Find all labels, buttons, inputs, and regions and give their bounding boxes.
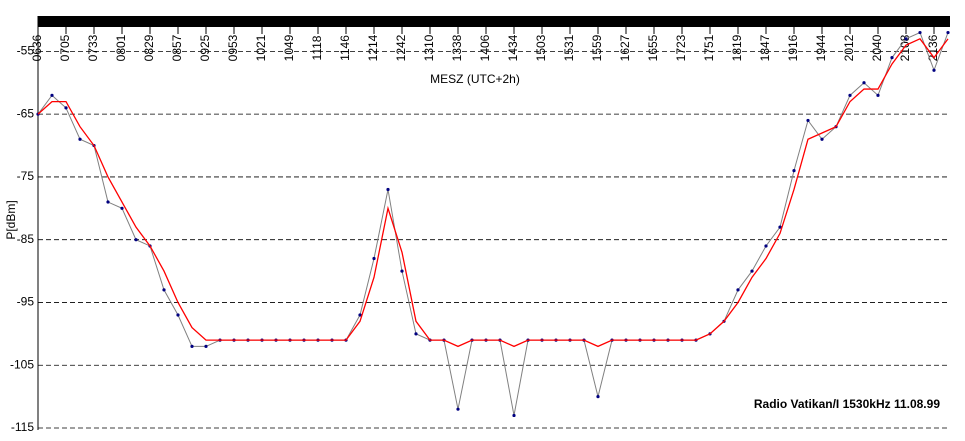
point: [820, 137, 824, 141]
series-line: [37, 31, 949, 416]
point: [932, 68, 936, 72]
x-tick-label: 1723: [674, 34, 688, 61]
x-tick-label: 1338: [450, 34, 464, 61]
x-tick-label: 1503: [534, 34, 548, 61]
series-line: [37, 38, 949, 348]
y-tick-label: -115: [11, 420, 34, 434]
point: [358, 313, 362, 317]
x-tick-label: 1559: [590, 34, 604, 61]
point: [386, 187, 390, 192]
point: [876, 93, 880, 97]
point: [50, 93, 54, 97]
annotation: Radio Vatikan/I 1530kHz 11.08.99: [754, 397, 940, 411]
point: [904, 37, 908, 41]
point: [162, 288, 166, 292]
x-tick-label: 1434: [506, 34, 520, 61]
x-tick-label: 1847: [758, 34, 772, 61]
y-tick-label: -95: [17, 295, 35, 309]
point: [918, 30, 922, 35]
point: [764, 244, 768, 248]
x-tick-label: 0733: [86, 34, 100, 61]
point: [400, 269, 404, 273]
point: [120, 206, 124, 210]
point: [134, 238, 138, 242]
point: [190, 344, 194, 348]
x-tick-label: 1021: [254, 34, 268, 61]
point: [596, 395, 600, 399]
point: [890, 56, 894, 60]
y-tick-label: -65: [17, 106, 35, 120]
point: [414, 332, 418, 336]
x-tick-label: 1406: [478, 34, 492, 61]
point: [176, 313, 180, 317]
x-tick-label: 1242: [394, 34, 408, 61]
point: [106, 200, 110, 204]
x-tick-label: 1146: [338, 35, 352, 61]
x-tick-label: 0801: [114, 34, 128, 61]
point: [512, 413, 516, 418]
y-tick-label: -105: [10, 357, 34, 371]
x-tick-label: 0636: [30, 34, 44, 61]
x-tick-label: 2012: [842, 34, 856, 61]
x-tick-label: 1819: [730, 34, 744, 61]
point: [778, 225, 782, 229]
x-tick-label: 1944: [814, 34, 828, 61]
point: [792, 169, 796, 173]
x-tick-label: 0857: [170, 34, 184, 61]
point: [456, 407, 460, 411]
x-tick-label: 0829: [142, 34, 156, 61]
x-tick-label: 0925: [198, 34, 212, 61]
point: [736, 288, 740, 292]
y-tick-label: -55: [17, 44, 35, 58]
x-tick-label: 0953: [226, 34, 240, 61]
y-tick-label: -75: [17, 169, 35, 183]
x-tick-label: 0705: [58, 34, 72, 61]
x-tick-label: 2108: [898, 34, 912, 61]
x-tick-label: 1049: [282, 34, 296, 61]
top-bar: [38, 16, 950, 27]
point: [204, 344, 208, 348]
point: [848, 93, 852, 97]
x-tick-label: 1655: [646, 34, 660, 61]
point: [862, 81, 866, 85]
x-tick-label: 1118: [310, 35, 324, 60]
point: [372, 256, 376, 261]
x-axis-title: MESZ (UTC+2h): [430, 72, 520, 86]
point: [806, 118, 810, 123]
point: [64, 106, 68, 110]
x-tick-label: 1214: [366, 34, 380, 61]
x-tick-label: 1627: [618, 34, 632, 61]
x-tick-label: 1531: [562, 34, 576, 61]
point: [750, 269, 754, 273]
point: [946, 30, 950, 35]
point: [78, 137, 82, 141]
x-tick-label: 1310: [422, 34, 436, 61]
y-tick-label: -85: [17, 232, 35, 246]
x-tick-label: 2040: [870, 34, 884, 61]
x-tick-label: 1916: [786, 34, 800, 61]
y-axis-label: P[dBm]: [4, 200, 18, 239]
x-tick-label: 1751: [702, 34, 716, 61]
